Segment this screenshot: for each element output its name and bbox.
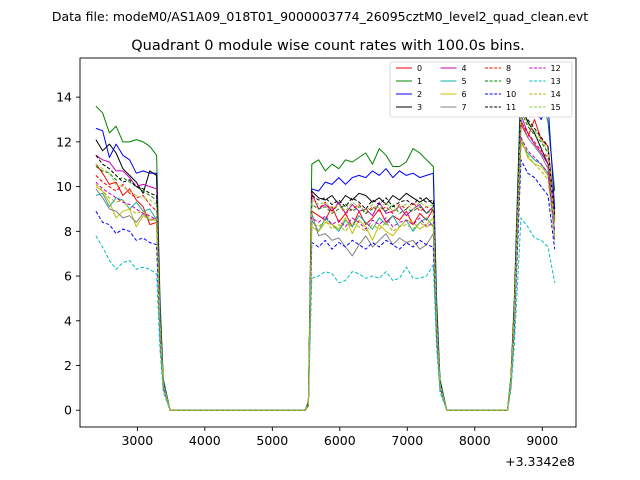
x-tick-label: 7000 [391, 433, 423, 448]
legend-label: 12 [551, 64, 561, 73]
legend-label: 0 [417, 64, 422, 73]
legend-item-0: 0 [396, 64, 422, 73]
legend-item-9: 9 [485, 77, 511, 86]
figure-suptitle: Data file: modeM0/AS1A09_018T01_90000037… [52, 9, 588, 24]
y-tick-label: 10 [56, 179, 72, 194]
legend-item-14: 14 [529, 90, 561, 99]
legend-label: 8 [506, 64, 511, 73]
x-tick-label: 3000 [121, 433, 153, 448]
x-axis: 3000 4000 5000 6000 7000 8000 9000 [121, 427, 558, 448]
legend-label: 15 [551, 103, 561, 112]
x-tick-label: 9000 [526, 433, 558, 448]
y-tick-label: 8 [64, 224, 72, 239]
legend-item-1: 1 [396, 77, 422, 86]
legend-label: 6 [462, 90, 467, 99]
series-line-12 [95, 136, 556, 411]
x-offset-label: +3.3342e8 [505, 454, 575, 469]
legend-item-11: 11 [485, 103, 516, 112]
legend-item-7: 7 [440, 103, 467, 112]
y-tick-label: 12 [56, 134, 72, 149]
series-layer [95, 74, 556, 411]
y-tick-label: 0 [64, 403, 72, 418]
y-axis: 0 2 4 6 8 10 12 14 [56, 90, 80, 418]
legend-item-3: 3 [396, 103, 422, 112]
x-tick-label: 5000 [256, 433, 288, 448]
legend-label: 3 [417, 103, 422, 112]
x-tick-label: 4000 [189, 433, 221, 448]
legend-item-5: 5 [440, 77, 467, 86]
legend-label: 13 [551, 77, 561, 86]
chart-title: Quadrant 0 module wise count rates with … [131, 38, 525, 54]
legend-label: 5 [462, 77, 467, 86]
series-line-10 [95, 159, 556, 411]
x-tick-label: 6000 [324, 433, 356, 448]
series-line-9 [95, 110, 556, 411]
legend-label: 4 [462, 64, 467, 73]
legend-item-13: 13 [529, 77, 561, 86]
legend-label: 1 [417, 77, 422, 86]
y-tick-label: 2 [64, 358, 72, 373]
plot-frame [79, 57, 577, 428]
legend-frame [389, 61, 573, 118]
y-tick-label: 14 [56, 90, 72, 105]
legend-label: 14 [551, 90, 561, 99]
legend-label: 9 [506, 77, 511, 86]
y-tick-label: 6 [64, 269, 72, 284]
legend-item-10: 10 [485, 90, 516, 99]
series-line-14 [95, 141, 556, 411]
legend-item-15: 15 [529, 103, 561, 112]
legend-label: 10 [506, 90, 516, 99]
y-tick-label: 4 [64, 313, 72, 328]
legend-item-2: 2 [396, 90, 422, 99]
legend-item-8: 8 [485, 64, 511, 73]
legend-label: 2 [417, 90, 422, 99]
legend-label: 7 [462, 103, 467, 112]
x-tick-label: 8000 [459, 433, 491, 448]
series-line-15 [95, 107, 556, 411]
legend-item-4: 4 [440, 64, 467, 73]
legend-label: 11 [506, 103, 516, 112]
legend-item-12: 12 [529, 64, 561, 73]
legend-item-6: 6 [440, 90, 467, 99]
